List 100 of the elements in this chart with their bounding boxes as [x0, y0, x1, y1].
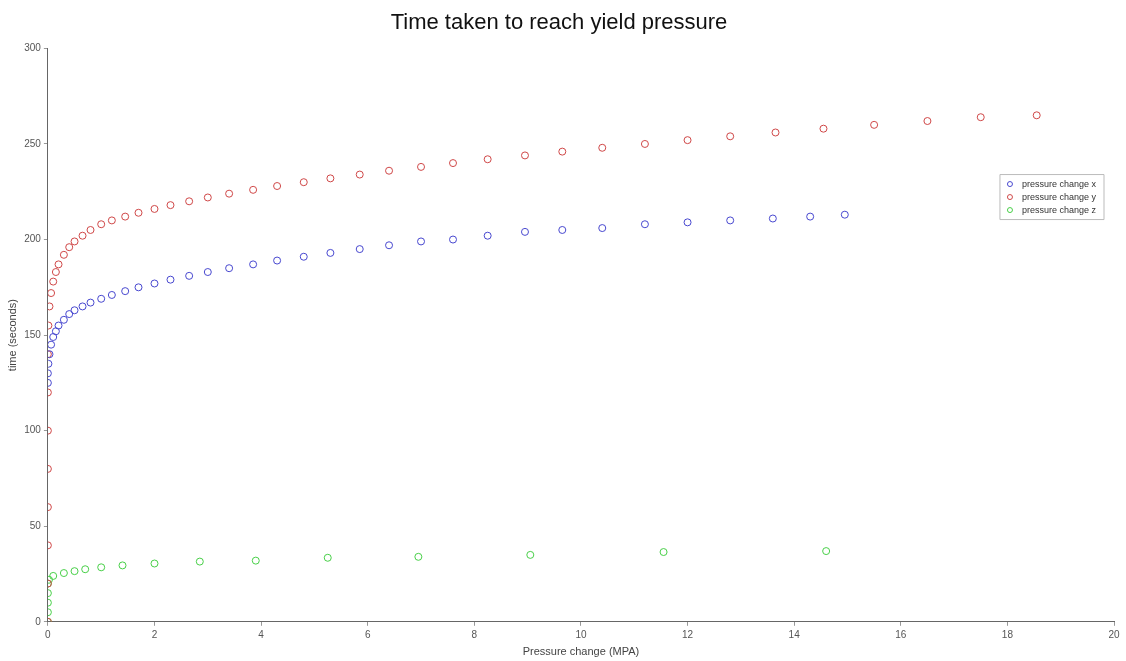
point	[49, 571, 58, 580]
point	[683, 218, 692, 227]
point	[54, 321, 63, 330]
point	[726, 216, 735, 225]
point	[185, 271, 194, 280]
point	[558, 147, 567, 156]
chart-title: Time taken to reach yield pressure	[390, 9, 728, 35]
point	[97, 294, 106, 303]
legend-label: pressure change x	[1021, 178, 1097, 189]
point	[923, 117, 932, 126]
y-tick-label: 250	[24, 137, 42, 149]
point	[483, 155, 492, 164]
point	[449, 235, 458, 244]
point	[768, 214, 777, 223]
point	[726, 132, 735, 141]
point	[97, 220, 106, 229]
point	[251, 556, 260, 565]
point	[840, 210, 849, 219]
point	[249, 260, 258, 269]
point	[806, 212, 815, 221]
point	[598, 224, 607, 233]
point	[355, 245, 364, 254]
point	[819, 124, 828, 133]
point	[598, 143, 607, 152]
x-tick-label: 4	[258, 628, 265, 640]
point	[414, 552, 423, 561]
point	[483, 231, 492, 240]
x-tick-label: 16	[895, 628, 907, 640]
point	[870, 120, 879, 129]
point	[385, 241, 394, 250]
point	[225, 264, 234, 273]
x-tick-label: 12	[681, 628, 694, 640]
point	[59, 569, 68, 578]
legend-label: pressure change z	[1021, 204, 1097, 215]
x-tick-label: 14	[788, 628, 801, 640]
point	[51, 327, 60, 336]
point	[273, 256, 282, 265]
point	[822, 547, 831, 556]
point	[771, 128, 780, 137]
point	[683, 136, 692, 145]
point	[150, 204, 159, 213]
point	[150, 559, 159, 568]
x-tick-label: 18	[1001, 628, 1014, 640]
point	[526, 550, 535, 559]
point	[326, 174, 335, 183]
point	[118, 561, 127, 570]
point	[1032, 111, 1041, 120]
point	[107, 216, 116, 225]
point	[59, 250, 68, 259]
point	[121, 287, 130, 296]
x-tick-label: 2	[151, 628, 158, 640]
point	[59, 315, 68, 324]
point	[166, 201, 175, 210]
y-tick-label: 0	[35, 615, 42, 627]
point	[107, 290, 116, 299]
point	[203, 193, 212, 202]
point	[65, 243, 74, 252]
point	[185, 197, 194, 206]
point	[47, 340, 56, 349]
point	[355, 170, 364, 179]
point	[121, 212, 130, 221]
point	[70, 567, 79, 576]
point	[134, 208, 143, 217]
point	[195, 557, 204, 566]
point	[65, 310, 74, 319]
point	[97, 563, 106, 572]
point	[299, 252, 308, 261]
point	[78, 231, 87, 240]
point	[70, 237, 79, 246]
point	[47, 302, 54, 311]
point	[81, 565, 90, 574]
point	[51, 268, 60, 277]
x-tick-label: 10	[575, 628, 587, 640]
point	[273, 182, 282, 191]
point	[225, 189, 234, 198]
y-axis-title: time (seconds)	[5, 299, 18, 372]
y-tick-label: 150	[24, 328, 42, 340]
point	[326, 248, 335, 257]
point	[49, 333, 58, 342]
y-tick-label: 100	[24, 424, 42, 436]
point	[249, 185, 258, 194]
y-tick-label: 50	[29, 519, 42, 531]
point	[417, 162, 426, 171]
point	[150, 279, 159, 288]
x-tick-label: 20	[1108, 628, 1120, 640]
point	[976, 113, 985, 122]
point	[449, 159, 458, 168]
point	[70, 306, 79, 315]
point	[417, 237, 426, 246]
point	[520, 151, 529, 160]
point	[86, 298, 95, 307]
point	[54, 260, 63, 269]
x-tick-label: 6	[364, 628, 371, 640]
point	[203, 268, 212, 277]
legend-label: pressure change y	[1021, 191, 1097, 202]
point	[299, 178, 308, 187]
point	[640, 139, 649, 148]
x-tick-label: 8	[471, 628, 478, 640]
point	[385, 166, 394, 175]
y-tick-label: 200	[24, 233, 42, 245]
